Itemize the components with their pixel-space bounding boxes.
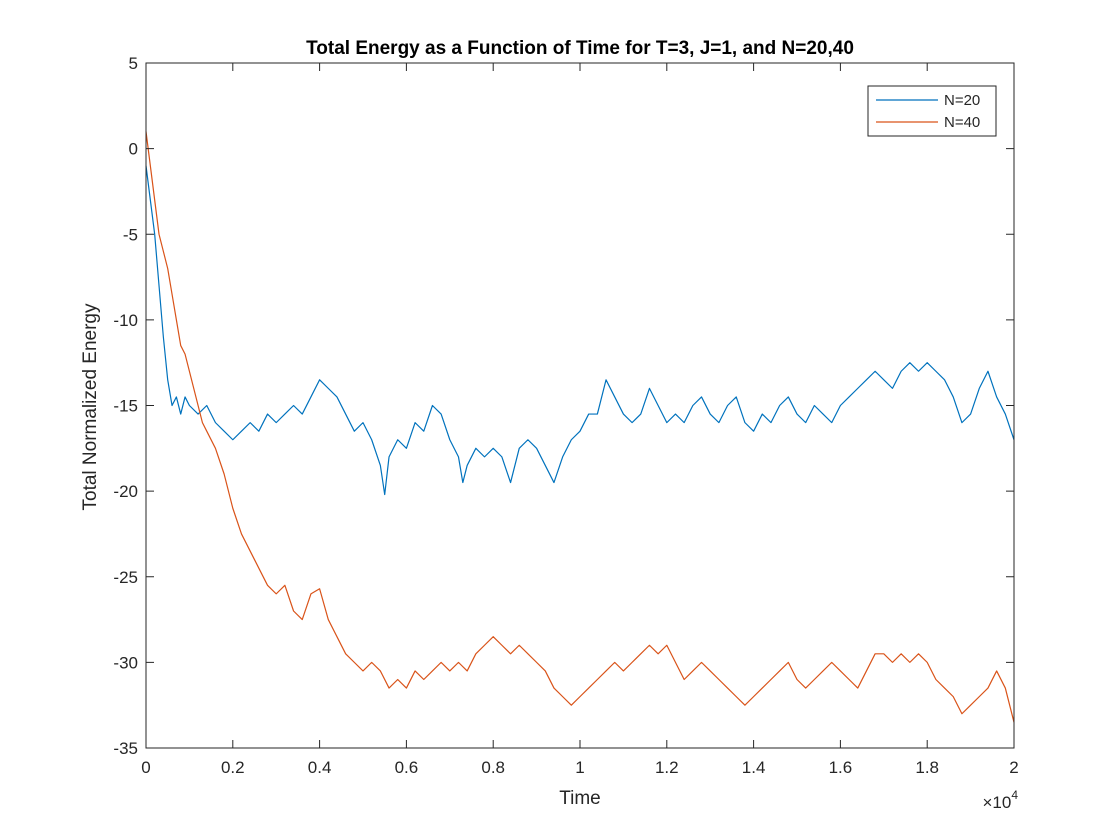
series-line-1 [145, 165, 1015, 496]
x-tick-label: 0 [141, 758, 150, 777]
x-axis-label: Time [559, 788, 601, 809]
x-tick-label: 1.4 [742, 758, 766, 777]
y-tick-label: 0 [129, 140, 138, 159]
y-tick-label: 5 [129, 54, 138, 73]
y-tick-label: -5 [123, 225, 138, 244]
x-tick-label: 1.6 [829, 758, 853, 777]
x-exponent-base: ×10 [982, 793, 1011, 812]
plot-background [146, 63, 1014, 748]
legend: N=20 N=40 [867, 85, 997, 137]
plot-area [146, 63, 1014, 748]
y-axis-label: Total Normalized Energy [80, 303, 101, 510]
series-line-2 [145, 131, 1015, 723]
axes: 0 0.2 0.4 0.6 0.8 1 1.2 1.4 1.6 1.8 2 5 0 -5 -10 -15 -20… [113, 54, 1018, 777]
y-tick-label: -20 [113, 482, 138, 501]
x-exponent-power: 4 [1011, 788, 1018, 802]
x-tick-label: 0.6 [395, 758, 419, 777]
y-tick-label: -15 [113, 397, 138, 416]
x-tick-label: 1.2 [655, 758, 679, 777]
x-tick-label: 1 [575, 758, 584, 777]
y-tick-label: -25 [113, 568, 138, 587]
chart-title: Total Energy as a Function of Time for T… [306, 38, 854, 59]
x-tick-label: 2 [1009, 758, 1018, 777]
x-tick-label: 0.4 [308, 758, 332, 777]
y-tick-label: -30 [113, 653, 138, 672]
x-tick-label: 0.2 [221, 758, 245, 777]
x-tick-label: 0.8 [481, 758, 505, 777]
series-layer [145, 131, 1015, 723]
legend-box [867, 85, 997, 137]
y-tick-label: -35 [113, 739, 138, 758]
x-exponent-label: ×104 [982, 788, 1018, 812]
legend-label: N=20 [944, 92, 980, 109]
legend-label: N=40 [944, 114, 980, 131]
y-tick-label: -10 [113, 311, 138, 330]
x-tick-label: 1.8 [915, 758, 939, 777]
